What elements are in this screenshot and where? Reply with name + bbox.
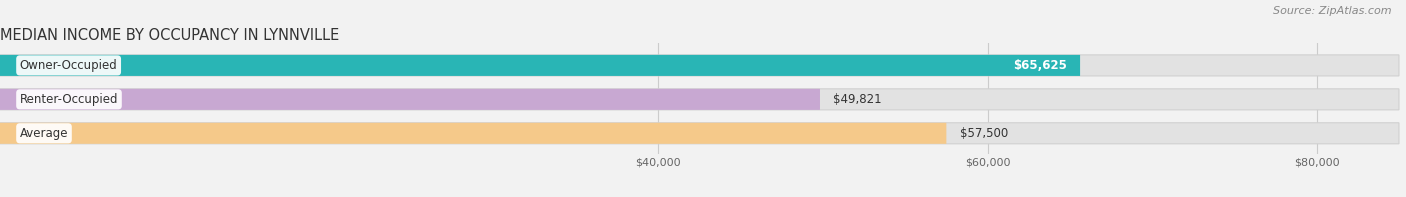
Text: Owner-Occupied: Owner-Occupied	[20, 59, 118, 72]
Text: Average: Average	[20, 127, 69, 140]
FancyBboxPatch shape	[0, 123, 946, 144]
Text: $57,500: $57,500	[959, 127, 1008, 140]
Text: Source: ZipAtlas.com: Source: ZipAtlas.com	[1274, 6, 1392, 16]
Text: Renter-Occupied: Renter-Occupied	[20, 93, 118, 106]
Text: $49,821: $49,821	[834, 93, 882, 106]
FancyBboxPatch shape	[0, 89, 820, 110]
FancyBboxPatch shape	[0, 89, 1399, 110]
FancyBboxPatch shape	[0, 123, 1399, 144]
Text: MEDIAN INCOME BY OCCUPANCY IN LYNNVILLE: MEDIAN INCOME BY OCCUPANCY IN LYNNVILLE	[0, 28, 339, 43]
FancyBboxPatch shape	[0, 55, 1080, 76]
Text: $65,625: $65,625	[1014, 59, 1067, 72]
FancyBboxPatch shape	[0, 55, 1399, 76]
